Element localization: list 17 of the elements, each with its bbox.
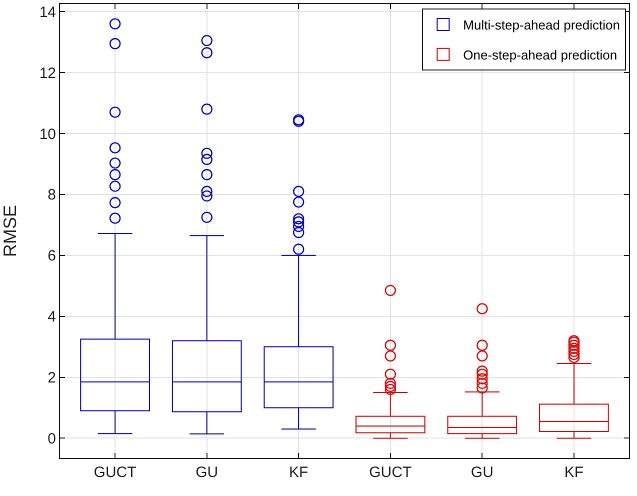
y-tick-label: 4 <box>48 308 56 326</box>
y-tick-label: 14 <box>39 4 56 21</box>
y-tick-label: 8 <box>48 186 56 204</box>
x-tick-label: GUCT <box>94 464 136 481</box>
x-tick-label: GU <box>196 464 218 481</box>
x-tick-label: KF <box>289 464 308 481</box>
y-tick-label: 10 <box>39 126 56 143</box>
x-tick-label: GUCT <box>369 464 412 481</box>
y-tick-label: 2 <box>48 370 56 387</box>
x-tick-label: KF <box>564 464 584 481</box>
y-tick-label: 12 <box>39 64 56 82</box>
y-tick-label: 6 <box>48 248 56 265</box>
y-axis-title: RMSE <box>0 204 20 258</box>
legend-label: Multi-step-ahead prediction <box>463 18 620 33</box>
legend-label: One-step-ahead prediction <box>463 47 618 62</box>
y-tick-label: 0 <box>48 430 56 448</box>
x-tick-label: GU <box>470 464 494 481</box>
